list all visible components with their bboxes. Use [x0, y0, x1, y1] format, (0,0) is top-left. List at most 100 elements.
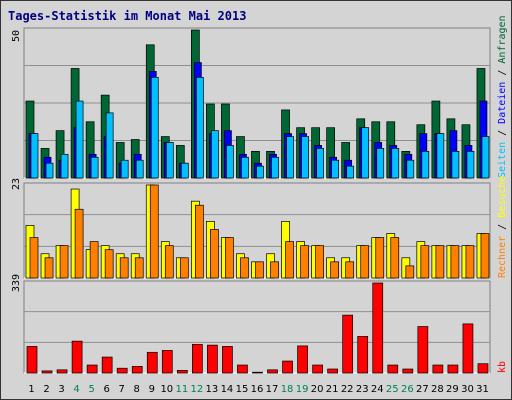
panel-3-max-label: 339: [11, 274, 22, 292]
seiten-bar: [271, 156, 279, 179]
rechner-bar: [104, 249, 114, 279]
rechner-bar: [164, 245, 174, 279]
kb-bar: [267, 369, 278, 374]
rechner-bar: [225, 237, 234, 279]
x-tick-label: 13: [206, 384, 219, 395]
seiten-bar: [451, 151, 460, 179]
kb-bar: [71, 340, 83, 374]
seiten-bar: [376, 148, 385, 179]
rechner-bar: [74, 208, 84, 279]
kb-bar: [192, 343, 203, 374]
rechner-bar: [270, 261, 279, 279]
x-tick-label: 10: [160, 384, 173, 395]
legend-kb: kb: [497, 361, 508, 373]
legend-rechner: Rechner: [497, 236, 508, 278]
x-tick-label: 7: [119, 384, 125, 395]
kb-bar: [41, 370, 53, 374]
seiten-bar: [150, 77, 159, 179]
rechner-bar: [390, 237, 400, 279]
kb-bar: [237, 364, 248, 374]
kb-bar: [131, 366, 143, 374]
rechner-bar: [89, 241, 99, 279]
seiten-bar: [481, 136, 490, 179]
x-tick-label: 31: [476, 384, 489, 395]
x-tick-label: 30: [461, 384, 474, 395]
kb-bar: [402, 368, 414, 374]
seiten-bar: [361, 127, 370, 179]
right-legend-label: Seiten / Dateien / Anfragen: [497, 15, 508, 178]
rechner-bar: [435, 245, 445, 279]
kb-bar: [146, 351, 158, 374]
seiten-bar: [120, 159, 129, 179]
kb-bar: [387, 364, 399, 374]
rechner-bar: [149, 184, 159, 279]
rechner-bar: [480, 233, 490, 279]
x-tick-label: 8: [134, 384, 140, 395]
x-tick-label: 26: [401, 384, 414, 395]
legend-separator: /: [497, 64, 508, 82]
kb-bar: [252, 371, 263, 374]
seiten-bar: [60, 153, 69, 179]
seiten-bar: [196, 77, 204, 179]
legend-anfragen: Anfragen: [497, 15, 508, 63]
kb-bar: [327, 368, 338, 374]
kb-bar: [282, 360, 293, 374]
kb-bar: [447, 364, 459, 374]
right-legend-label: Rechner / Besuche: [497, 176, 508, 278]
seiten-bar: [466, 151, 475, 179]
legend-dateien: Dateien: [497, 82, 508, 124]
seiten-bar: [406, 159, 415, 179]
rechner-bar: [465, 245, 475, 279]
kb-bar: [357, 336, 369, 374]
x-tick-label: 16: [251, 384, 264, 395]
seiten-bar: [256, 165, 264, 179]
kb-bar: [161, 350, 173, 374]
x-tick-label: 19: [296, 384, 309, 395]
rechner-bar: [420, 245, 430, 279]
seiten-bar: [286, 136, 294, 179]
x-tick-label: 15: [236, 384, 249, 395]
x-tick-label: 9: [149, 384, 155, 395]
rechner-bar: [59, 245, 69, 279]
legend-separator: /: [497, 124, 508, 142]
kb-bar: [462, 323, 474, 374]
seiten-bar: [346, 165, 355, 179]
x-tick-label: 18: [281, 384, 294, 395]
rechner-bar: [405, 265, 415, 279]
rechner-bar: [179, 257, 189, 279]
chart-title: Tages-Statistik im Monat Mai 2013: [8, 9, 246, 23]
rechner-bar: [134, 257, 144, 279]
rechner-bar: [345, 261, 355, 279]
x-tick-label: 14: [221, 384, 234, 395]
x-tick-label: 24: [371, 384, 384, 395]
legend-seiten: Seiten: [497, 142, 508, 178]
kb-bar: [26, 346, 38, 374]
kb-bar: [372, 282, 384, 374]
x-tick-label: 5: [88, 384, 94, 395]
rechner-bar: [375, 237, 385, 279]
x-tick-label: 23: [356, 384, 369, 395]
kb-bar: [207, 344, 218, 374]
x-tick-label: 22: [341, 384, 354, 395]
rechner-bar: [300, 245, 309, 279]
rechner-bar: [285, 241, 294, 279]
x-tick-label: 4: [73, 384, 79, 395]
rechner-bar: [240, 257, 249, 279]
kb-bar: [101, 356, 113, 374]
kb-bar: [417, 326, 429, 374]
seiten-bar: [30, 133, 39, 179]
rechner-bar: [450, 245, 460, 279]
seiten-bar: [135, 159, 144, 179]
rechner-bar: [195, 204, 204, 279]
seiten-bar: [105, 112, 114, 179]
x-tick-label: 6: [103, 384, 109, 395]
kb-bar: [342, 314, 354, 374]
x-tick-label: 2: [43, 384, 49, 395]
rechner-bar: [330, 261, 339, 279]
x-tick-label: 29: [446, 384, 459, 395]
rechner-bar: [360, 245, 370, 279]
kb-bar: [477, 363, 489, 374]
legend-separator: /: [497, 218, 508, 236]
panel-3-background: [23, 280, 491, 374]
